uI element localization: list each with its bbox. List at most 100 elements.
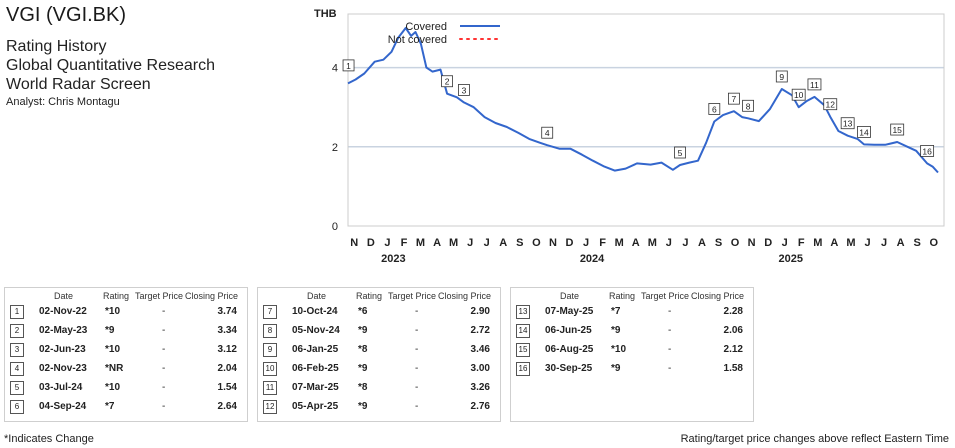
- x-tick-label: F: [798, 237, 805, 249]
- row-number: 3: [10, 343, 24, 357]
- cell-rating: *9: [358, 363, 368, 374]
- rating-marker-7: 7: [728, 92, 740, 105]
- y-tick-label: 4: [332, 63, 338, 75]
- cell-closing: 2.28: [723, 306, 743, 317]
- cell-target: -: [415, 401, 419, 412]
- row-number: 9: [263, 343, 277, 357]
- cell-date: 07-Mar-25: [292, 382, 339, 393]
- table-row: 9 06-Jan-25 *8 - 3.46: [258, 341, 500, 360]
- x-tick-label: A: [499, 237, 507, 249]
- x-tick-label: M: [813, 237, 822, 249]
- row-number: 14: [516, 324, 530, 338]
- subtitle-research: Global Quantitative Research: [6, 57, 215, 74]
- series-line-covered: [347, 27, 939, 174]
- cell-rating: *8: [358, 344, 368, 355]
- x-tick-label: A: [698, 237, 706, 249]
- marker-box: [458, 84, 470, 96]
- page-title: VGI (VGI.BK): [6, 4, 127, 26]
- marker-box: [791, 88, 806, 101]
- cell-target: -: [162, 382, 166, 393]
- x-tick-label: O: [731, 237, 740, 249]
- marker-label: 16: [922, 146, 932, 156]
- cell-closing: 3.00: [470, 363, 490, 374]
- marker-label: 10: [794, 90, 804, 100]
- x-tick-label: J: [682, 237, 688, 249]
- cell-date: 03-Jul-24: [39, 382, 83, 393]
- cell-target: -: [162, 401, 166, 412]
- x-tick-label: J: [782, 237, 788, 249]
- x-tick-label: J: [467, 237, 473, 249]
- header: VGI (VGI.BK) Rating History Global Quant…: [6, 4, 306, 108]
- cell-date: 02-May-23: [39, 325, 88, 336]
- y-axis-label: THB: [314, 8, 337, 20]
- cell-rating: *7: [611, 306, 621, 317]
- x-tick-label: N: [549, 237, 557, 249]
- year-label: 2025: [778, 253, 802, 265]
- x-tick-label: F: [401, 237, 408, 249]
- cell-target: -: [162, 363, 166, 374]
- marker-label: 15: [892, 125, 902, 135]
- header-closing: Closing Price: [691, 291, 745, 301]
- table-row: 12 05-Apr-25 *9 - 2.76: [258, 398, 500, 417]
- rating-marker-9: 9: [775, 70, 788, 83]
- cell-date: 02-Nov-22: [39, 306, 87, 317]
- marker-box: [541, 126, 554, 139]
- cell-rating: *8: [358, 382, 368, 393]
- cell-closing: 3.74: [217, 306, 237, 317]
- cell-target: -: [415, 382, 419, 393]
- rating-marker-11: 11: [807, 78, 822, 91]
- cell-rating: *6: [358, 306, 368, 317]
- x-tick-label: M: [449, 237, 458, 249]
- cell-target: -: [668, 325, 672, 336]
- cell-rating: *NR: [105, 363, 124, 374]
- cell-date: 06-Aug-25: [545, 344, 594, 355]
- marker-box: [823, 98, 838, 111]
- cell-rating: *9: [611, 325, 621, 336]
- row-number: 7: [263, 305, 277, 319]
- table-row: 6 04-Sep-24 *7 - 2.64: [5, 398, 247, 417]
- rating-table-3: Date Rating Target Price Closing Price 13 07-…: [510, 287, 754, 422]
- analyst-name: Analyst: Chris Montagu: [6, 96, 120, 108]
- marker-box: [840, 117, 855, 130]
- footnote-change: *Indicates Change: [4, 433, 94, 445]
- marker-label: 9: [779, 72, 784, 82]
- x-tick-label: S: [516, 237, 523, 249]
- x-tick-label: A: [897, 237, 905, 249]
- cell-closing: 2.72: [470, 325, 490, 336]
- table-header: Date Rating Target Price Closing Price: [5, 291, 247, 317]
- subtitle-radar-screen: World Radar Screen: [6, 76, 151, 93]
- row-number: 2: [10, 324, 24, 338]
- legend-label: Covered: [405, 21, 447, 33]
- marker-label: 8: [746, 101, 751, 111]
- x-tick-label: S: [913, 237, 920, 249]
- rating-marker-8: 8: [742, 99, 754, 112]
- row-number: 11: [263, 381, 277, 395]
- x-tick-label: J: [583, 237, 589, 249]
- cell-date: 05-Apr-25: [292, 401, 339, 412]
- header-date: Date: [307, 291, 327, 301]
- marker-label: 3: [462, 85, 467, 95]
- x-tick-label: D: [566, 237, 574, 249]
- cell-date: 30-Sep-25: [545, 363, 593, 374]
- x-tick-label: J: [864, 237, 870, 249]
- rating-marker-13: 13: [840, 117, 855, 130]
- row-number: 4: [10, 362, 24, 376]
- table-row: 11 07-Mar-25 *8 - 3.26: [258, 379, 500, 398]
- cell-date: 05-Nov-24: [292, 325, 340, 336]
- x-tick-label: J: [881, 237, 887, 249]
- cell-target: -: [415, 363, 419, 374]
- header-rating: Rating: [609, 291, 636, 301]
- footnote-eastern-time: Rating/target price changes above reflec…: [680, 433, 949, 445]
- header-target: Target Price: [641, 291, 690, 301]
- cell-date: 06-Jun-25: [545, 325, 592, 336]
- marker-label: 5: [678, 148, 683, 158]
- marker-box: [807, 78, 822, 91]
- x-tick-label: A: [632, 237, 640, 249]
- x-tick-label: M: [846, 237, 855, 249]
- table-header: Date Rating Target Price Closing Price: [511, 291, 753, 317]
- marker-label: 1: [346, 61, 351, 71]
- table-row: 7 10-Oct-24 *6 - 2.90: [258, 303, 500, 322]
